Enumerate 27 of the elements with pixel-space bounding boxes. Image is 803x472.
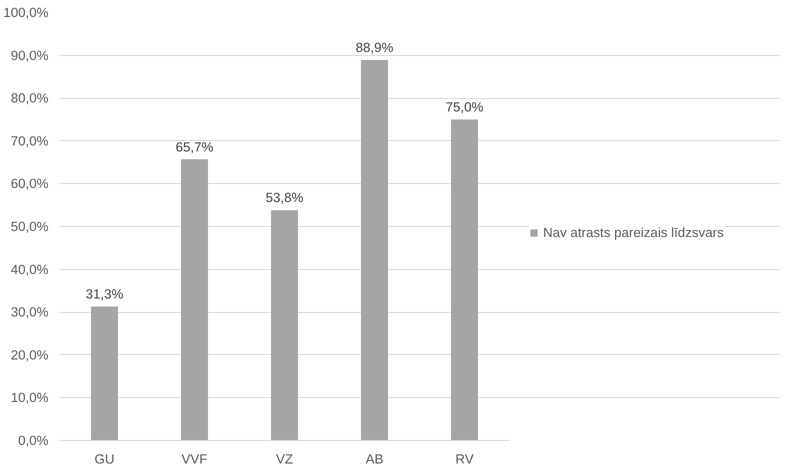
bar [181, 159, 208, 440]
y-tick-label: 70,0% [10, 133, 49, 148]
data-label: 65,7% [176, 139, 214, 154]
x-tick-label: GU [94, 452, 115, 466]
data-label: 75,0% [446, 100, 484, 114]
data-label: 88,9% [356, 40, 394, 56]
y-tick-label: 10,0% [10, 390, 49, 406]
x-tick-label: VVF [182, 452, 208, 466]
y-tick-label: 80,0% [10, 90, 49, 106]
y-tick-label: 30,0% [10, 304, 49, 320]
x-tick-label: VZ [276, 452, 294, 466]
y-tick-label: 0,0% [18, 433, 49, 448]
y-tick-label: 40,0% [10, 262, 49, 277]
y-tick-label: 90,0% [10, 48, 49, 63]
bar [271, 210, 298, 440]
y-tick-label: 100,0% [3, 5, 49, 20]
y-tick-label: 60,0% [10, 176, 49, 192]
x-tick-label: AB [366, 452, 384, 466]
y-tick-label: 50,0% [10, 219, 49, 234]
y-tick-label: 20,0% [10, 347, 49, 362]
data-label: 31,3% [86, 286, 124, 302]
bar [361, 60, 388, 440]
x-tick-label: RV [455, 452, 474, 466]
data-label: 53,8% [266, 190, 304, 206]
bar [451, 120, 478, 440]
bar [91, 306, 118, 440]
legend-label: Nav atrasts pareizais līdzsvars [543, 225, 724, 240]
